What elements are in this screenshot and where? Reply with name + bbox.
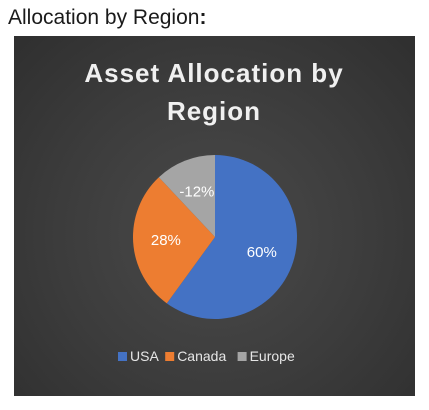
legend-swatch-europe bbox=[237, 352, 247, 361]
page-heading-colon: : bbox=[199, 6, 207, 29]
pie-slice-europe bbox=[158, 155, 215, 237]
legend-item-europe: Europe bbox=[237, 348, 295, 364]
legend-item-usa: USA bbox=[118, 348, 159, 364]
data-label-europe: -12% bbox=[179, 183, 214, 200]
chart-title-line-1: Asset Allocation by bbox=[84, 58, 343, 88]
chart-title-line-2: Region bbox=[167, 96, 261, 126]
legend-label-europe: Europe bbox=[250, 348, 295, 364]
legend-swatch-usa bbox=[118, 352, 127, 361]
legend-item-canada: Canada bbox=[165, 348, 226, 364]
chart-panel: Asset Allocation by Region 60% 28% -12% US… bbox=[14, 36, 415, 396]
legend-label-usa: USA bbox=[130, 348, 159, 364]
data-label-canada: 28% bbox=[151, 232, 181, 249]
page-heading-text: Allocation by Region bbox=[8, 6, 200, 29]
legend-label-canada: Canada bbox=[177, 348, 226, 364]
legend-swatch-canada bbox=[165, 352, 175, 361]
pie-chart: Asset Allocation by Region 60% 28% -12% US… bbox=[84, 58, 343, 364]
data-label-usa: 60% bbox=[247, 244, 277, 261]
pie-slice-canada bbox=[133, 177, 215, 304]
pie-slice-usa bbox=[166, 155, 297, 320]
chart-legend: USA Canada Europe bbox=[118, 348, 295, 364]
pie-data-labels: 60% 28% -12% bbox=[151, 183, 277, 261]
page-heading: Allocation by Region: bbox=[8, 6, 206, 30]
pie-slices bbox=[133, 155, 297, 320]
